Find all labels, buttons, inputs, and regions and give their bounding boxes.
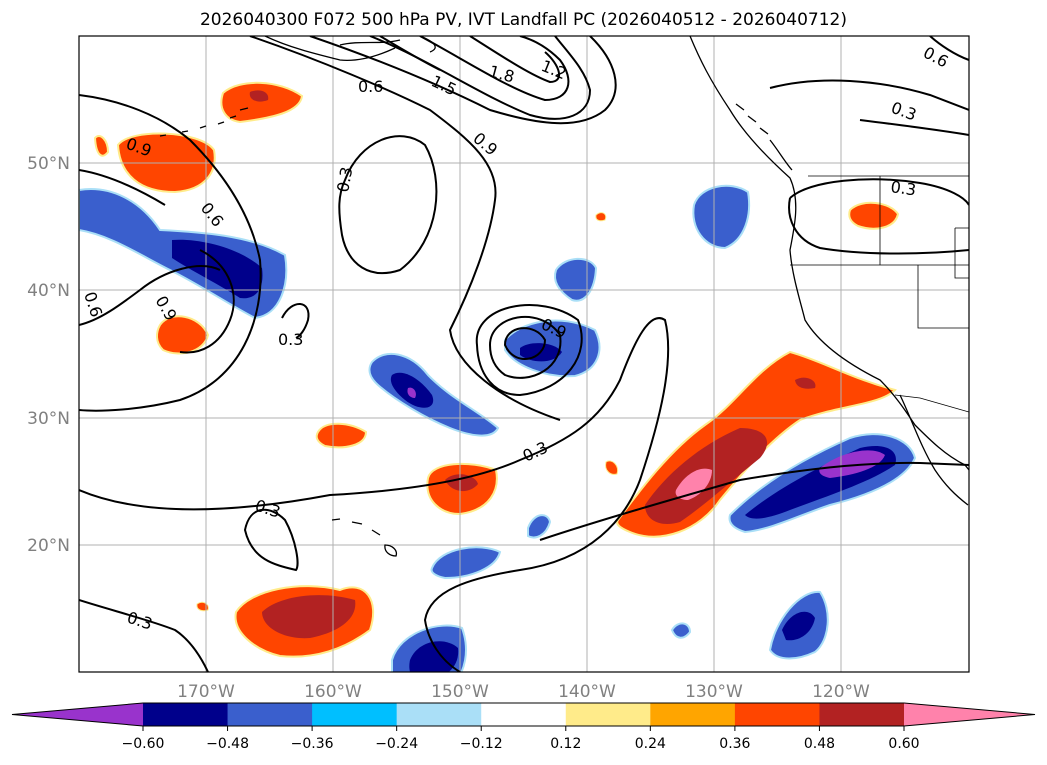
pv-low-center <box>488 316 562 379</box>
colorbar-segment <box>819 703 905 726</box>
positive-anomaly-region <box>156 315 210 355</box>
contour-label: 0.3 <box>278 330 303 349</box>
pv-contour <box>788 178 969 255</box>
colorbar-tick-label: −0.48 <box>206 736 249 752</box>
north-america-coast <box>689 36 969 471</box>
positive-anomaly-core <box>795 377 816 389</box>
pv-contour <box>281 303 310 339</box>
longitude-label: 130°W <box>685 682 743 702</box>
colorbar-extend-min <box>12 703 143 726</box>
negative-anomaly-region <box>430 546 502 580</box>
colorbar-segment <box>312 703 398 726</box>
colorbar-tick-label: −0.12 <box>460 736 503 752</box>
colorbar-tick-label: −0.60 <box>122 736 165 752</box>
pv-contour <box>79 317 670 672</box>
pv-low-center <box>475 304 583 397</box>
positive-anomaly-core <box>249 90 269 102</box>
contour-label: 0.6 <box>358 77 383 96</box>
positive-anomaly-region <box>848 201 900 230</box>
colorbar-segment <box>143 703 229 726</box>
colorbar-segment <box>481 703 567 726</box>
negative-anomaly-peak <box>407 387 416 398</box>
positive-anomaly-region <box>93 134 110 157</box>
colorbar: −0.60 −0.48 −0.36 −0.24 −0.12 0.12 0.24 0.36 0.4… <box>11 702 1036 752</box>
longitude-label: 160°W <box>304 682 362 702</box>
pv-contour <box>338 135 438 275</box>
positive-anomaly-region <box>595 212 607 222</box>
aleutian-islands <box>159 107 249 137</box>
pv-contour <box>179 249 235 354</box>
positive-anomaly-region <box>605 460 619 475</box>
baja-california-coast <box>899 394 969 506</box>
colorbar-ticks: −0.60 −0.48 −0.36 −0.24 −0.12 0.12 0.24 0.36 0.4… <box>122 726 920 752</box>
map-frame <box>78 35 970 673</box>
positive-anomaly-core <box>262 595 356 639</box>
longitude-label: 170°W <box>177 682 235 702</box>
pv-contour <box>79 169 166 206</box>
pv-contour <box>79 94 262 412</box>
negative-anomaly-peak <box>819 450 885 478</box>
pv-contour <box>379 36 441 71</box>
colorbar-tick-label: 0.36 <box>719 736 750 752</box>
british-columbia-islands <box>735 103 793 171</box>
contour-label: 0.3 <box>889 177 917 199</box>
pv-contour <box>79 265 221 326</box>
negative-anomaly-region <box>692 184 751 250</box>
colorbar-segment <box>227 703 313 726</box>
colorbar-tick-label: 0.24 <box>635 736 666 752</box>
pv-contour <box>79 599 209 672</box>
coastlines <box>159 36 969 557</box>
pv-contour <box>859 119 969 136</box>
colorbar-tick-label: −0.36 <box>291 736 334 752</box>
pv-contour <box>929 36 969 61</box>
political-borders <box>790 175 969 413</box>
mexico-border <box>894 394 969 413</box>
positive-anomaly-region <box>220 81 304 124</box>
negative-anomaly-region <box>670 622 692 639</box>
colorbar-tick-label: −0.24 <box>375 736 418 752</box>
latitude-label: 50°N <box>27 154 70 174</box>
colorbar-extend-max <box>904 703 1035 726</box>
longitude-label: 140°W <box>558 682 616 702</box>
positive-anomaly-peak <box>675 468 712 500</box>
latitude-label: 30°N <box>27 409 70 429</box>
map-panel: 0.9 0.6 1.5 1.8 1.2 0.6 0.9 0.3 0.6 0.3 … <box>78 35 970 673</box>
colorbar-segment <box>650 703 736 726</box>
pv-contour <box>243 508 299 572</box>
colorbar-tick-label: 0.48 <box>804 736 835 752</box>
latitude-labels: 20°N 30°N 40°N 50°N <box>27 154 70 556</box>
longitude-label: 120°W <box>812 682 870 702</box>
contour-label: 0.3 <box>333 165 356 193</box>
map-title: 2026040300 F072 500 hPa PV, IVT Landfall… <box>199 10 847 30</box>
latitude-label: 40°N <box>27 281 70 301</box>
pv-contour <box>419 36 570 102</box>
negative-anomaly-core <box>409 641 459 672</box>
colorbar-segment <box>565 703 651 726</box>
pv-contour <box>249 36 561 421</box>
colorbar-tick-label: 0.12 <box>550 736 581 752</box>
pv-contour <box>769 79 969 111</box>
positive-anomaly-region <box>315 422 368 449</box>
state-borders <box>790 176 969 329</box>
negative-anomaly-region <box>527 514 552 539</box>
longitude-label: 150°W <box>431 682 489 702</box>
colorbar-segments <box>11 702 1036 727</box>
negative-anomaly-core <box>782 611 815 641</box>
positive-anomaly-core <box>445 474 478 492</box>
colorbar-segment <box>396 703 482 726</box>
pv-contour <box>469 36 560 84</box>
hawaiian-islands <box>331 518 398 557</box>
pv-low-center <box>503 327 547 360</box>
graticule <box>79 36 969 672</box>
positive-anomaly-region <box>196 601 209 612</box>
pv-contour <box>309 36 617 125</box>
colorbar-segment <box>734 703 820 726</box>
longitude-labels: 170°W 160°W 150°W 140°W 130°W 120°W <box>177 682 870 702</box>
pv-contour <box>539 461 969 541</box>
latitude-label: 20°N <box>27 536 70 556</box>
colorbar-tick-label: 0.60 <box>888 736 919 752</box>
pv-contours <box>79 36 969 672</box>
